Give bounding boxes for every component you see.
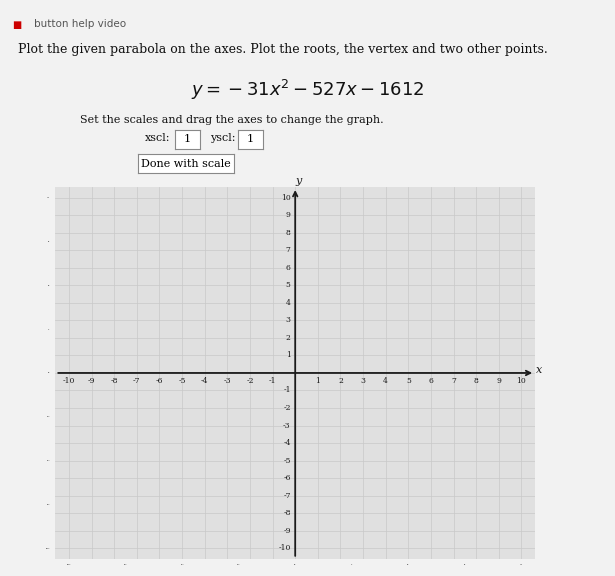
Text: -6: -6 [283, 474, 291, 482]
Text: -8: -8 [283, 509, 291, 517]
Text: -2: -2 [246, 377, 254, 385]
Text: 6: 6 [429, 377, 434, 385]
Text: -5: -5 [283, 457, 291, 465]
Text: -9: -9 [283, 526, 291, 535]
Text: -4: -4 [283, 439, 291, 447]
Text: 1: 1 [286, 351, 291, 359]
Text: 8: 8 [286, 229, 291, 237]
Text: 7: 7 [451, 377, 456, 385]
Text: 5: 5 [286, 281, 291, 289]
Text: -10: -10 [63, 377, 75, 385]
Text: -4: -4 [201, 377, 208, 385]
Text: -7: -7 [133, 377, 141, 385]
Text: 10: 10 [517, 377, 526, 385]
Text: -9: -9 [88, 377, 95, 385]
Text: 5: 5 [406, 377, 411, 385]
Text: y: y [295, 176, 302, 186]
Text: 4: 4 [383, 377, 388, 385]
Text: yscl:: yscl: [210, 133, 236, 143]
Text: 6: 6 [286, 264, 291, 272]
Text: -5: -5 [178, 377, 186, 385]
Text: 8: 8 [474, 377, 478, 385]
Text: $y = -31x^2 - 527x - 1612$: $y = -31x^2 - 527x - 1612$ [191, 78, 424, 102]
Text: -8: -8 [111, 377, 118, 385]
Text: 1: 1 [184, 134, 191, 145]
Text: button help video: button help video [34, 19, 126, 29]
Text: 2: 2 [286, 334, 291, 342]
Text: Plot the given parabola on the axes. Plot the roots, the vertex and two other po: Plot the given parabola on the axes. Plo… [18, 43, 548, 56]
Text: -6: -6 [156, 377, 163, 385]
Text: Set the scales and drag the axes to change the graph.: Set the scales and drag the axes to chan… [80, 115, 384, 125]
Text: -1: -1 [283, 386, 291, 395]
Text: 3: 3 [286, 316, 291, 324]
Text: -3: -3 [283, 422, 291, 430]
Text: -2: -2 [283, 404, 291, 412]
Text: 2: 2 [338, 377, 343, 385]
Text: 4: 4 [286, 299, 291, 307]
Text: Done with scale: Done with scale [141, 158, 231, 169]
Text: 9: 9 [286, 211, 291, 219]
Text: xscl:: xscl: [145, 133, 170, 143]
Text: -3: -3 [223, 377, 231, 385]
Text: 9: 9 [496, 377, 501, 385]
Text: 1: 1 [315, 377, 320, 385]
Text: 7: 7 [286, 247, 291, 254]
Text: -10: -10 [279, 544, 291, 552]
Text: 10: 10 [281, 194, 291, 202]
Text: 1: 1 [247, 134, 254, 145]
Text: -1: -1 [269, 377, 276, 385]
Text: ■: ■ [12, 20, 22, 30]
Text: x: x [536, 365, 542, 376]
Text: -7: -7 [283, 492, 291, 499]
Text: 3: 3 [360, 377, 365, 385]
